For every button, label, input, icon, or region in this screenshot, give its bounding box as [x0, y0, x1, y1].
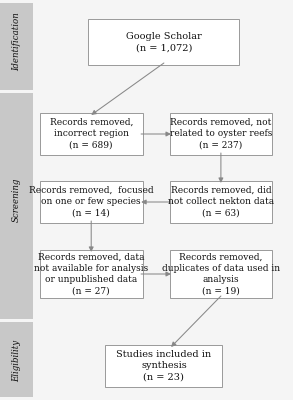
- Text: Eligibility: Eligibility: [12, 340, 21, 382]
- Text: Studies included in
synthesis
(n = 23): Studies included in synthesis (n = 23): [116, 350, 212, 382]
- Text: Records removed,  focused
on one or few species
(n = 14): Records removed, focused on one or few s…: [29, 186, 154, 218]
- FancyBboxPatch shape: [40, 113, 142, 155]
- Text: Records removed,
incorrect region
(n = 689): Records removed, incorrect region (n = 6…: [50, 118, 133, 150]
- FancyBboxPatch shape: [88, 19, 239, 65]
- Text: Records removed, did
not collect nekton data
(n = 63): Records removed, did not collect nekton …: [168, 186, 274, 218]
- Bar: [0, 322, 33, 397]
- Text: Screening: Screening: [12, 178, 21, 222]
- Bar: [0, 3, 33, 90]
- Text: Records removed,
duplicates of data used in
analysis
(n = 19): Records removed, duplicates of data used…: [162, 252, 280, 296]
- Text: Identification: Identification: [12, 13, 21, 71]
- FancyBboxPatch shape: [170, 113, 272, 155]
- Text: Records removed, not
related to oyster reefs
(n = 237): Records removed, not related to oyster r…: [170, 118, 272, 150]
- Text: Google Scholar
(n = 1,072): Google Scholar (n = 1,072): [126, 32, 202, 52]
- Bar: [0, 93, 33, 319]
- Text: Records removed, data
not available for analysis
or unpublished data
(n = 27): Records removed, data not available for …: [34, 252, 148, 296]
- FancyBboxPatch shape: [170, 181, 272, 223]
- FancyBboxPatch shape: [40, 250, 142, 298]
- FancyBboxPatch shape: [40, 181, 142, 223]
- FancyBboxPatch shape: [105, 345, 222, 387]
- FancyBboxPatch shape: [170, 250, 272, 298]
